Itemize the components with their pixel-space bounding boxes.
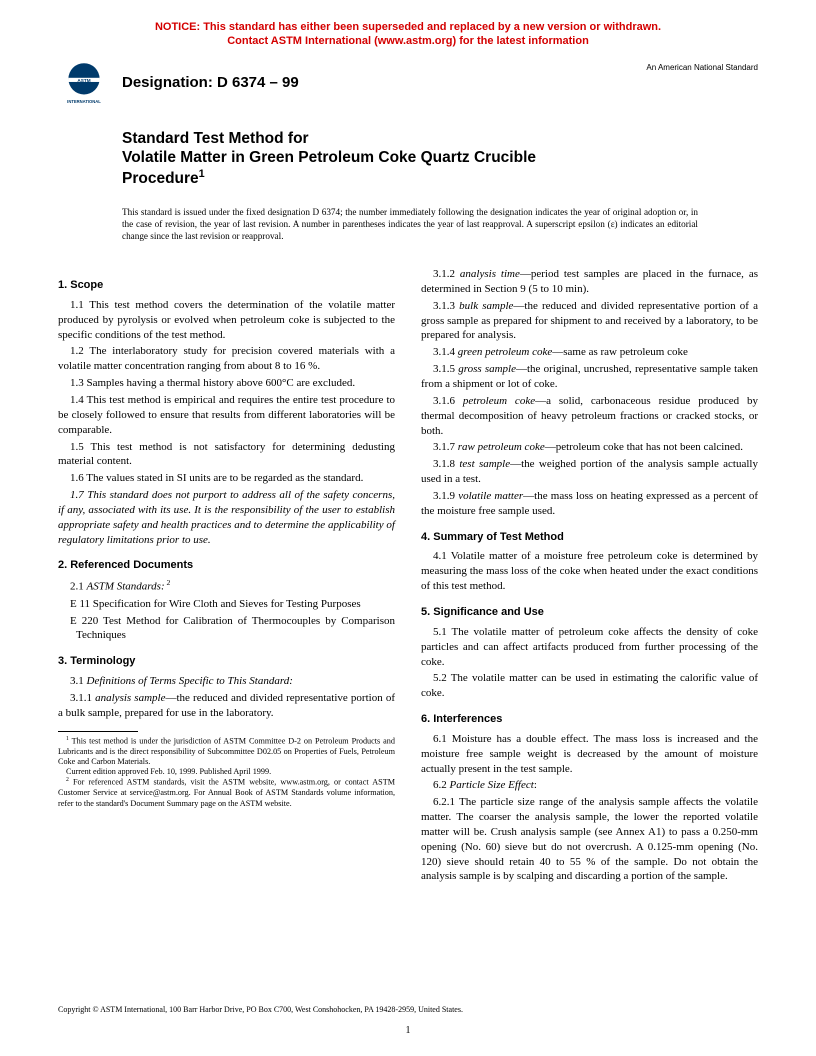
para-2-1-label: 2.1 xyxy=(70,581,87,593)
right-column: 3.1.2 analysis time—period test samples … xyxy=(421,267,758,886)
para-3-1-7: 3.1.7 raw petroleum coke—petroleum coke … xyxy=(421,440,758,455)
para-1-3: 1.3 Samples having a thermal history abo… xyxy=(58,376,395,391)
para-3-1-2-num: 3.1.2 xyxy=(433,268,460,280)
fn2-text: For referenced ASTM standards, visit the… xyxy=(58,778,395,808)
title-line1: Standard Test Method for xyxy=(122,130,309,147)
para-3-1-7-def: —petroleum coke that has not been calcin… xyxy=(545,441,743,453)
para-1-7: 1.7 This standard does not purport to ad… xyxy=(58,488,395,547)
page-number: 1 xyxy=(0,1025,816,1036)
para-3-1-5: 3.1.5 gross sample—the original, uncrush… xyxy=(421,362,758,392)
para-6-1: 6.1 Moisture has a double effect. The ma… xyxy=(421,732,758,777)
designation: Designation: D 6374 – 99 xyxy=(122,74,299,91)
footnote-separator xyxy=(58,731,138,732)
footnote-2: 2 For referenced ASTM standards, visit t… xyxy=(58,777,395,808)
para-3-1-ital: Definitions of Terms Specific to This St… xyxy=(87,675,293,687)
para-1-2: 1.2 The interlaboratory study for precis… xyxy=(58,344,395,374)
title-sup: 1 xyxy=(199,168,205,180)
title-line3: Procedure xyxy=(122,170,199,187)
footnote-1: 1 This test method is under the jurisdic… xyxy=(58,736,395,767)
para-4-1: 4.1 Volatile matter of a moisture free p… xyxy=(421,549,758,594)
significance-heading: 5. Significance and Use xyxy=(421,605,758,620)
term-analysis-sample: analysis sample xyxy=(95,692,165,704)
para-3-1-9-num: 3.1.9 xyxy=(433,490,458,502)
para-3-1-3: 3.1.3 bulk sample—the reduced and divide… xyxy=(421,299,758,344)
terminology-heading: 3. Terminology xyxy=(58,654,395,669)
title-block: Standard Test Method for Volatile Matter… xyxy=(122,129,758,190)
para-6-2-label: 6.2 xyxy=(433,779,450,791)
para-3-1-4-def: —same as raw petroleum coke xyxy=(552,346,688,358)
para-3-1-label: 3.1 xyxy=(70,675,87,687)
para-3-1-9: 3.1.9 volatile matter—the mass loss on h… xyxy=(421,489,758,519)
term-bulk-sample: bulk sample xyxy=(459,300,513,312)
para-3-1-8: 3.1.8 test sample—the weighed portion of… xyxy=(421,457,758,487)
para-2-1-ital: ASTM Standards: xyxy=(87,581,165,593)
para-1-4: 1.4 This test method is empirical and re… xyxy=(58,393,395,438)
astm-logo: ASTM INTERNATIONAL xyxy=(58,57,110,109)
ref-e220: E 220 Test Method for Calibration of The… xyxy=(70,614,395,644)
footnote-1b: Current edition approved Feb. 10, 1999. … xyxy=(58,767,395,777)
body-columns: 1. Scope 1.1 This test method covers the… xyxy=(58,267,758,886)
term-raw-petroleum-coke: raw petroleum coke xyxy=(458,441,545,453)
title-line2: Volatile Matter in Green Petroleum Coke … xyxy=(122,149,536,166)
notice-line2: Contact ASTM International (www.astm.org… xyxy=(227,35,589,47)
term-petroleum-coke: petroleum coke xyxy=(463,395,535,407)
term-test-sample: test sample xyxy=(459,458,510,470)
para-3-1-2: 3.1.2 analysis time—period test samples … xyxy=(421,267,758,297)
para-3-1-5-num: 3.1.5 xyxy=(433,363,458,375)
ans-label: An American National Standard xyxy=(646,63,758,72)
svg-text:INTERNATIONAL: INTERNATIONAL xyxy=(67,98,101,103)
para-6-2-colon: : xyxy=(534,779,537,791)
para-6-2-1: 6.2.1 The particle size range of the ana… xyxy=(421,795,758,884)
ref-e11: E 11 Specification for Wire Cloth and Si… xyxy=(70,597,395,612)
para-3-1: 3.1 Definitions of Terms Specific to Thi… xyxy=(58,674,395,689)
para-3-1-7-num: 3.1.7 xyxy=(433,441,458,453)
refdocs-heading: 2. Referenced Documents xyxy=(58,558,395,573)
para-5-2: 5.2 The volatile matter can be used in e… xyxy=(421,671,758,701)
para-3-1-6-num: 3.1.6 xyxy=(433,395,463,407)
para-1-1: 1.1 This test method covers the determin… xyxy=(58,298,395,343)
term-volatile-matter: volatile matter xyxy=(458,490,523,502)
para-3-1-3-num: 3.1.3 xyxy=(433,300,459,312)
para-3-1-1: 3.1.1 analysis sample—the reduced and di… xyxy=(58,691,395,721)
left-column: 1. Scope 1.1 This test method covers the… xyxy=(58,267,395,886)
summary-heading: 4. Summary of Test Method xyxy=(421,530,758,545)
para-1-6: 1.6 The values stated in SI units are to… xyxy=(58,471,395,486)
term-gross-sample: gross sample xyxy=(458,363,516,375)
notice-banner: NOTICE: This standard has either been su… xyxy=(58,20,758,49)
para-6-2: 6.2 Particle Size Effect: xyxy=(421,778,758,793)
para-3-1-4-num: 3.1.4 xyxy=(433,346,458,358)
para-3-1-8-num: 3.1.8 xyxy=(433,458,459,470)
header-row: ASTM INTERNATIONAL Designation: D 6374 –… xyxy=(58,57,758,109)
para-3-1-4: 3.1.4 green petroleum coke—same as raw p… xyxy=(421,345,758,360)
interferences-heading: 6. Interferences xyxy=(421,712,758,727)
term-green-petroleum-coke: green petroleum coke xyxy=(458,346,552,358)
issuance-note: This standard is issued under the fixed … xyxy=(122,207,698,243)
para-2-1: 2.1 ASTM Standards: 2 xyxy=(58,578,395,595)
para-1-5: 1.5 This test method is not satisfactory… xyxy=(58,440,395,470)
notice-line1: NOTICE: This standard has either been su… xyxy=(155,21,661,33)
standard-title: Standard Test Method for Volatile Matter… xyxy=(122,129,758,190)
para-6-2-ital: Particle Size Effect xyxy=(450,779,534,791)
fn1-text: This test method is under the jurisdicti… xyxy=(58,736,395,766)
para-3-1-1-num: 3.1.1 xyxy=(70,692,95,704)
para-5-1: 5.1 The volatile matter of petroleum cok… xyxy=(421,625,758,670)
copyright: Copyright © ASTM International, 100 Barr… xyxy=(58,1005,758,1014)
para-3-1-6: 3.1.6 petroleum coke—a solid, carbonaceo… xyxy=(421,394,758,439)
scope-heading: 1. Scope xyxy=(58,278,395,293)
para-2-1-sup: 2 xyxy=(165,578,171,587)
term-analysis-time: analysis time xyxy=(460,268,520,280)
svg-text:ASTM: ASTM xyxy=(77,78,90,83)
